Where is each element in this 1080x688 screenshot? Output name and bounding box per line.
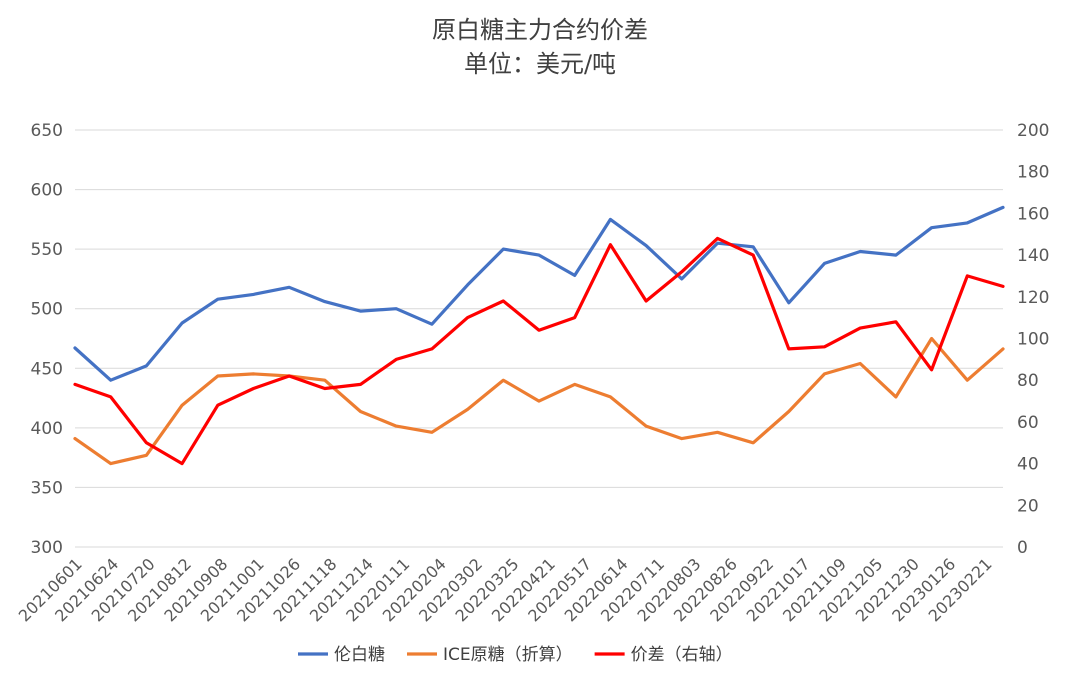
right-tick-label: 20 <box>1017 496 1039 516</box>
right-tick-label: 80 <box>1017 371 1039 391</box>
left-tick-label: 600 <box>31 181 63 201</box>
grid-layer <box>75 129 1003 548</box>
series-layer <box>73 205 1005 466</box>
left-tick-label: 500 <box>31 300 63 320</box>
right-tick-label: 160 <box>1017 204 1049 224</box>
x-axis: 2021060120210624202107202021081220210908… <box>15 554 996 625</box>
left-tick-label: 650 <box>31 121 63 141</box>
right-tick-label: 180 <box>1017 163 1049 183</box>
left-axis: 300 350 400 450 500 550 600 650 <box>31 121 63 558</box>
legend: 伦白糖 ICE原糖（折算） 价差（右轴） <box>298 645 733 665</box>
right-tick-label: 200 <box>1017 121 1049 141</box>
chart-subtitle: 单位：美元/吨 <box>464 50 616 78</box>
right-tick-label: 100 <box>1017 330 1049 350</box>
chart-title: 原白糖主力合约价差 <box>432 16 648 44</box>
right-tick-label: 0 <box>1017 538 1028 558</box>
right-tick-label: 60 <box>1017 413 1039 433</box>
right-tick-label: 140 <box>1017 246 1049 266</box>
right-tick-label: 120 <box>1017 288 1049 308</box>
legend-label-1: ICE原糖（折算） <box>443 645 573 665</box>
series-line-0 <box>73 205 1005 382</box>
series-line-2 <box>73 236 1005 466</box>
left-tick-label: 450 <box>31 359 63 379</box>
right-axis: 0 20 40 60 80 100 120 140 160 180 200 <box>1017 121 1049 558</box>
right-tick-label: 40 <box>1017 455 1039 475</box>
left-tick-label: 400 <box>31 419 63 439</box>
left-tick-label: 550 <box>31 240 63 260</box>
legend-label-0: 伦白糖 <box>334 645 385 665</box>
legend-label-2: 价差（右轴） <box>631 645 733 665</box>
left-tick-label: 300 <box>31 538 63 558</box>
series-line-1 <box>73 336 1005 466</box>
left-tick-label: 350 <box>31 478 63 498</box>
